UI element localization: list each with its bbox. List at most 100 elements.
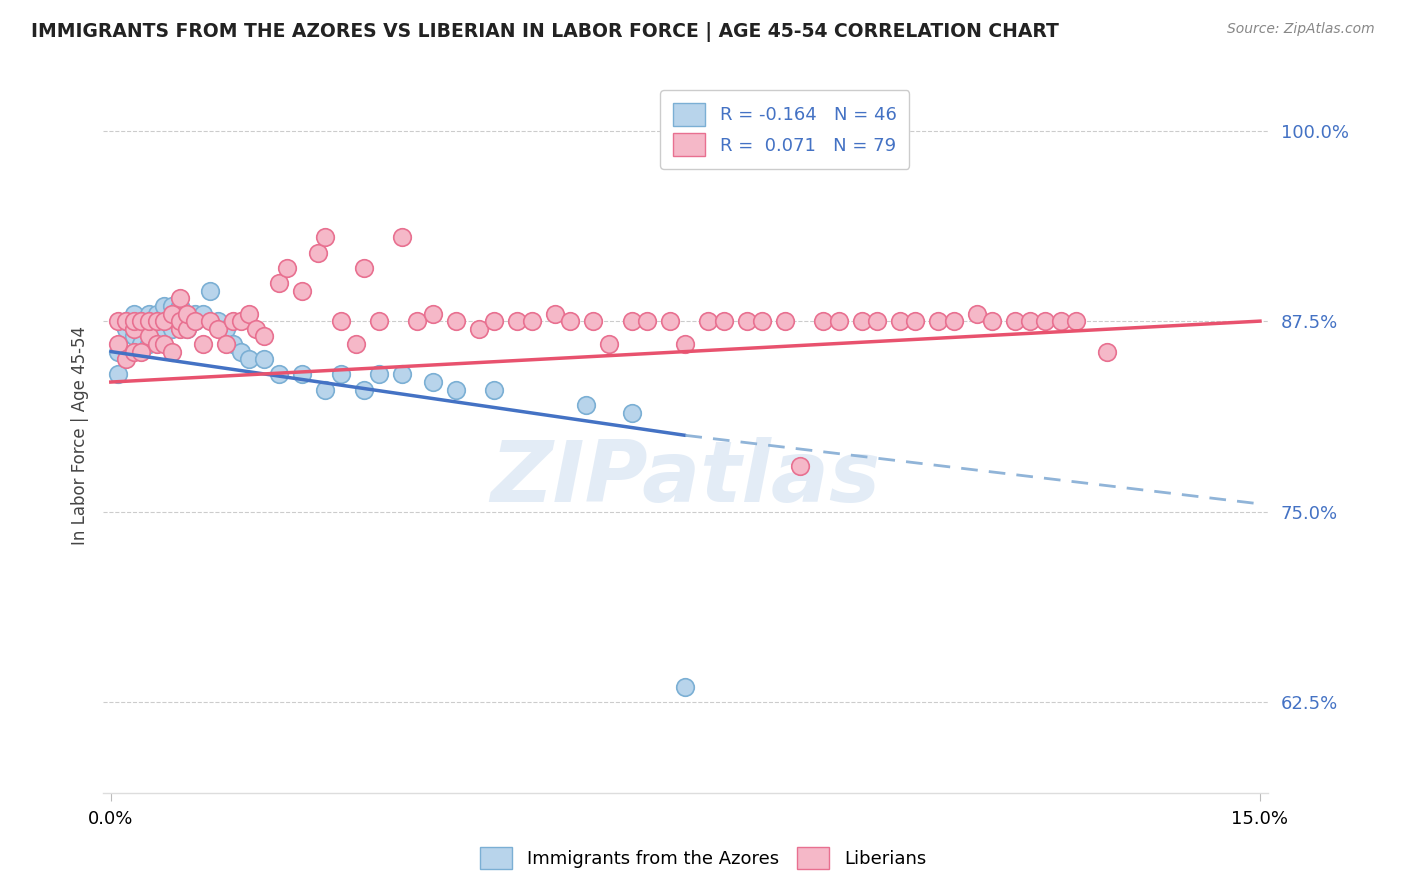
Point xyxy=(215,322,238,336)
Point xyxy=(176,306,198,320)
Point xyxy=(169,314,191,328)
Point xyxy=(222,314,245,328)
Point xyxy=(115,314,138,328)
Point xyxy=(131,344,153,359)
Point xyxy=(215,337,238,351)
Point xyxy=(1035,314,1057,328)
Point xyxy=(827,314,849,328)
Point xyxy=(115,314,138,328)
Point xyxy=(169,299,191,313)
Point xyxy=(482,314,505,328)
Point xyxy=(329,314,352,328)
Point xyxy=(160,299,183,313)
Point xyxy=(307,245,329,260)
Point xyxy=(789,458,811,473)
Point xyxy=(773,314,796,328)
Point xyxy=(1095,344,1118,359)
Point xyxy=(169,306,191,320)
Point xyxy=(107,368,129,382)
Point xyxy=(184,314,207,328)
Point xyxy=(673,680,696,694)
Point xyxy=(153,322,176,336)
Point xyxy=(153,337,176,351)
Point xyxy=(122,322,145,336)
Point xyxy=(169,291,191,305)
Point xyxy=(866,314,889,328)
Point xyxy=(520,314,543,328)
Point xyxy=(131,314,153,328)
Point xyxy=(131,337,153,351)
Point xyxy=(107,337,129,351)
Point xyxy=(422,375,444,389)
Point xyxy=(697,314,720,328)
Point xyxy=(153,314,176,328)
Point xyxy=(659,314,682,328)
Point xyxy=(276,260,298,275)
Point xyxy=(145,314,167,328)
Point xyxy=(329,368,352,382)
Point xyxy=(620,405,643,419)
Point xyxy=(122,329,145,343)
Point xyxy=(191,306,214,320)
Point xyxy=(138,314,160,328)
Point xyxy=(636,314,658,328)
Point xyxy=(253,329,276,343)
Point xyxy=(229,314,252,328)
Point xyxy=(176,322,198,336)
Point xyxy=(269,276,291,290)
Point xyxy=(115,352,138,367)
Text: Source: ZipAtlas.com: Source: ZipAtlas.com xyxy=(1227,22,1375,37)
Point xyxy=(107,314,129,328)
Point xyxy=(291,284,314,298)
Point xyxy=(145,314,167,328)
Point xyxy=(598,337,620,351)
Point xyxy=(904,314,927,328)
Text: ZIPatlas: ZIPatlas xyxy=(491,437,880,520)
Point xyxy=(169,322,191,336)
Point xyxy=(200,284,222,298)
Point xyxy=(184,306,207,320)
Point xyxy=(160,344,183,359)
Point xyxy=(122,314,145,328)
Point xyxy=(176,306,198,320)
Point xyxy=(153,299,176,313)
Point xyxy=(506,314,529,328)
Point xyxy=(207,322,229,336)
Point xyxy=(138,314,160,328)
Point xyxy=(368,314,391,328)
Point xyxy=(160,306,183,320)
Point xyxy=(1004,314,1026,328)
Point xyxy=(1019,314,1042,328)
Point xyxy=(560,314,582,328)
Point xyxy=(145,306,167,320)
Point xyxy=(229,344,252,359)
Point xyxy=(122,344,145,359)
Point xyxy=(253,352,276,367)
Legend: Immigrants from the Azores, Liberians: Immigrants from the Azores, Liberians xyxy=(472,839,934,876)
Point xyxy=(344,337,367,351)
Point xyxy=(353,260,375,275)
Point xyxy=(673,337,696,351)
Point xyxy=(291,368,314,382)
Point xyxy=(1064,314,1087,328)
Point xyxy=(582,314,605,328)
Point xyxy=(889,314,911,328)
Point xyxy=(200,314,222,328)
Point xyxy=(482,383,505,397)
Point xyxy=(184,314,207,328)
Point xyxy=(851,314,873,328)
Point xyxy=(368,368,391,382)
Point xyxy=(160,314,183,328)
Point xyxy=(107,344,129,359)
Point xyxy=(176,322,198,336)
Point xyxy=(444,314,467,328)
Point xyxy=(620,314,643,328)
Point xyxy=(391,368,413,382)
Point xyxy=(406,314,429,328)
Point xyxy=(942,314,965,328)
Point xyxy=(422,306,444,320)
Point xyxy=(1049,314,1071,328)
Text: IMMIGRANTS FROM THE AZORES VS LIBERIAN IN LABOR FORCE | AGE 45-54 CORRELATION CH: IMMIGRANTS FROM THE AZORES VS LIBERIAN I… xyxy=(31,22,1059,42)
Point xyxy=(222,337,245,351)
Point xyxy=(191,337,214,351)
